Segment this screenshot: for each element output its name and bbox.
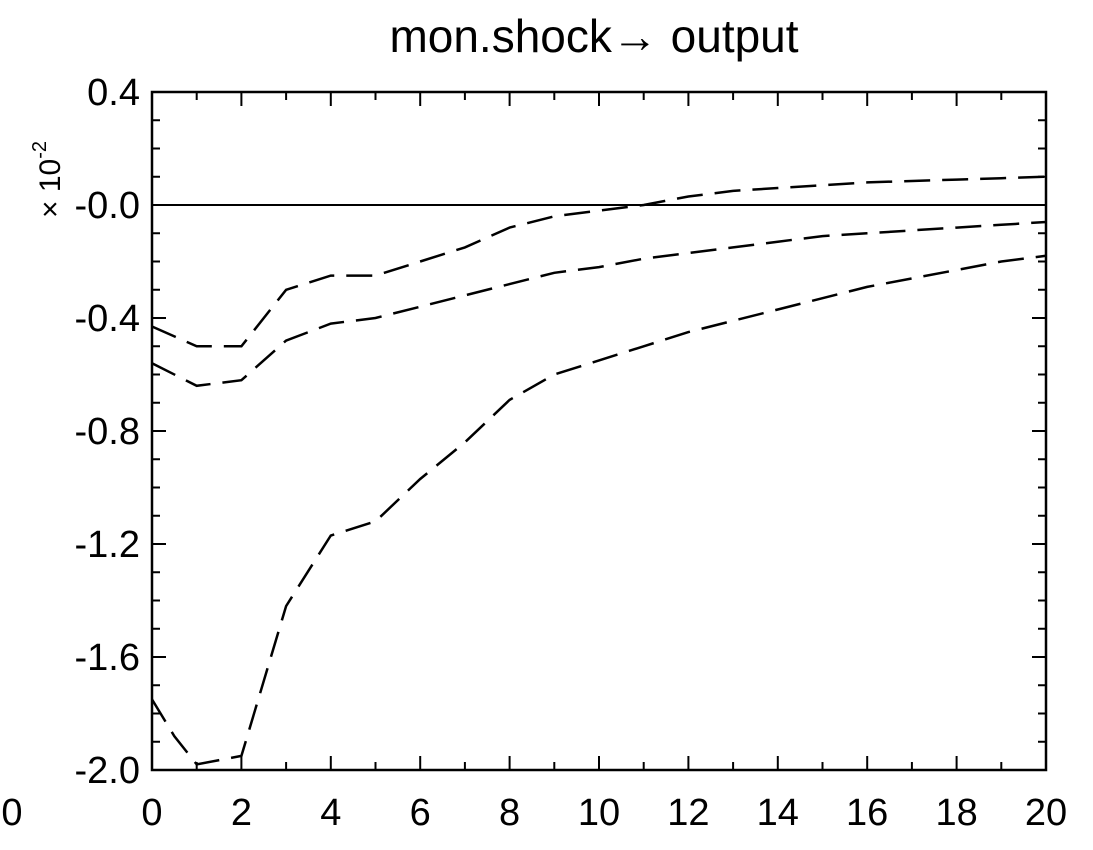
x-tick-label: 4 [320,792,341,834]
y-tick-label: -2.0 [75,750,140,792]
y-tick-label: -1.2 [75,524,140,566]
plot-area: 0 2 4 6 8 10 12 14 16 18 20 0.4 -0.0 -0.4 -0.8 -1.2 -1.6… [75,72,1068,834]
x-tick-label: 18 [935,792,977,834]
scale-label: × 10-2 [29,141,67,218]
x-tick-label: 12 [667,792,709,834]
series-line-2 [151,220,1047,388]
y-tick-label: -0.8 [75,411,140,453]
x-tick-label: 0 [141,792,162,834]
x-tick-label: 14 [757,792,799,834]
x-tick-label: 20 [1025,792,1067,834]
x-tick-label: 6 [410,792,431,834]
scale-label-prefix: × 10 [34,159,67,218]
scale-label-exponent: -2 [29,141,51,159]
plot-frame [150,90,1048,772]
x-tick-label: 2 [231,792,252,834]
y-tick-label: -0.0 [75,185,140,227]
y-tick-label: 0.4 [87,72,140,114]
series-line-3 [150,254,1047,766]
svg-text:× 10-2: × 10-2 [29,141,67,218]
stray-tick-label: 0 [1,792,22,834]
x-tick-label: 8 [499,792,520,834]
chart-title: mon.shock→ output [389,10,798,62]
y-tick-label: -0.4 [75,298,140,340]
x-tick-label: 16 [846,792,888,834]
y-tick-label: -1.6 [75,637,140,679]
series-line-1 [151,175,1047,348]
x-tick-label: 10 [578,792,620,834]
